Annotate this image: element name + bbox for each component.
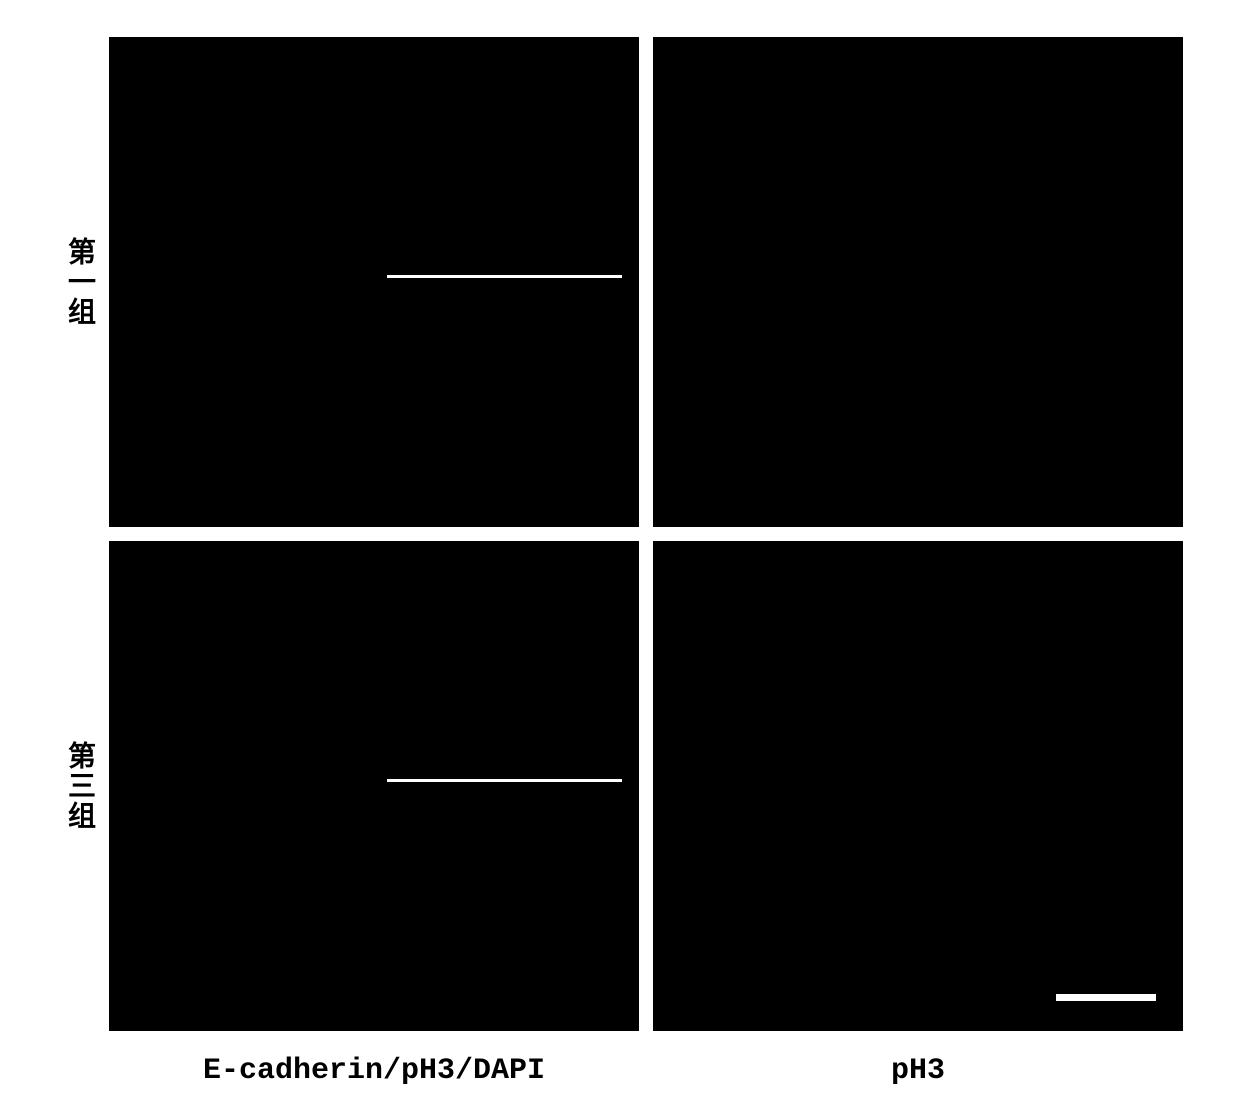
figure-container: 第一组 第三组 E-cadherin/pH3/DAPI pH3 — [50, 30, 1190, 1088]
column-labels-row: E-cadherin/pH3/DAPI pH3 — [50, 1054, 1190, 1088]
scale-bar — [387, 275, 622, 278]
col-label-spacer — [50, 1054, 102, 1088]
row-label-1: 第一组 — [57, 30, 97, 534]
panel-r1-c1 — [653, 541, 1183, 1031]
panel-r0-c1 — [653, 37, 1183, 527]
panels-grid — [109, 37, 1183, 1031]
panel-r1-c0 — [109, 541, 639, 1031]
col-label-2: pH3 — [646, 1054, 1190, 1088]
row-label-1-text: 第一组 — [57, 237, 97, 327]
row-label-2-text: 第三组 — [57, 741, 97, 831]
panel-r0-c0 — [109, 37, 639, 527]
row-labels-column: 第一组 第三组 — [57, 30, 97, 1038]
scale-bar — [1056, 994, 1156, 1001]
row-label-2: 第三组 — [57, 534, 97, 1038]
col-label-1: E-cadherin/pH3/DAPI — [102, 1054, 646, 1088]
scale-bar — [387, 779, 622, 782]
grid-area: 第一组 第三组 — [57, 30, 1183, 1038]
